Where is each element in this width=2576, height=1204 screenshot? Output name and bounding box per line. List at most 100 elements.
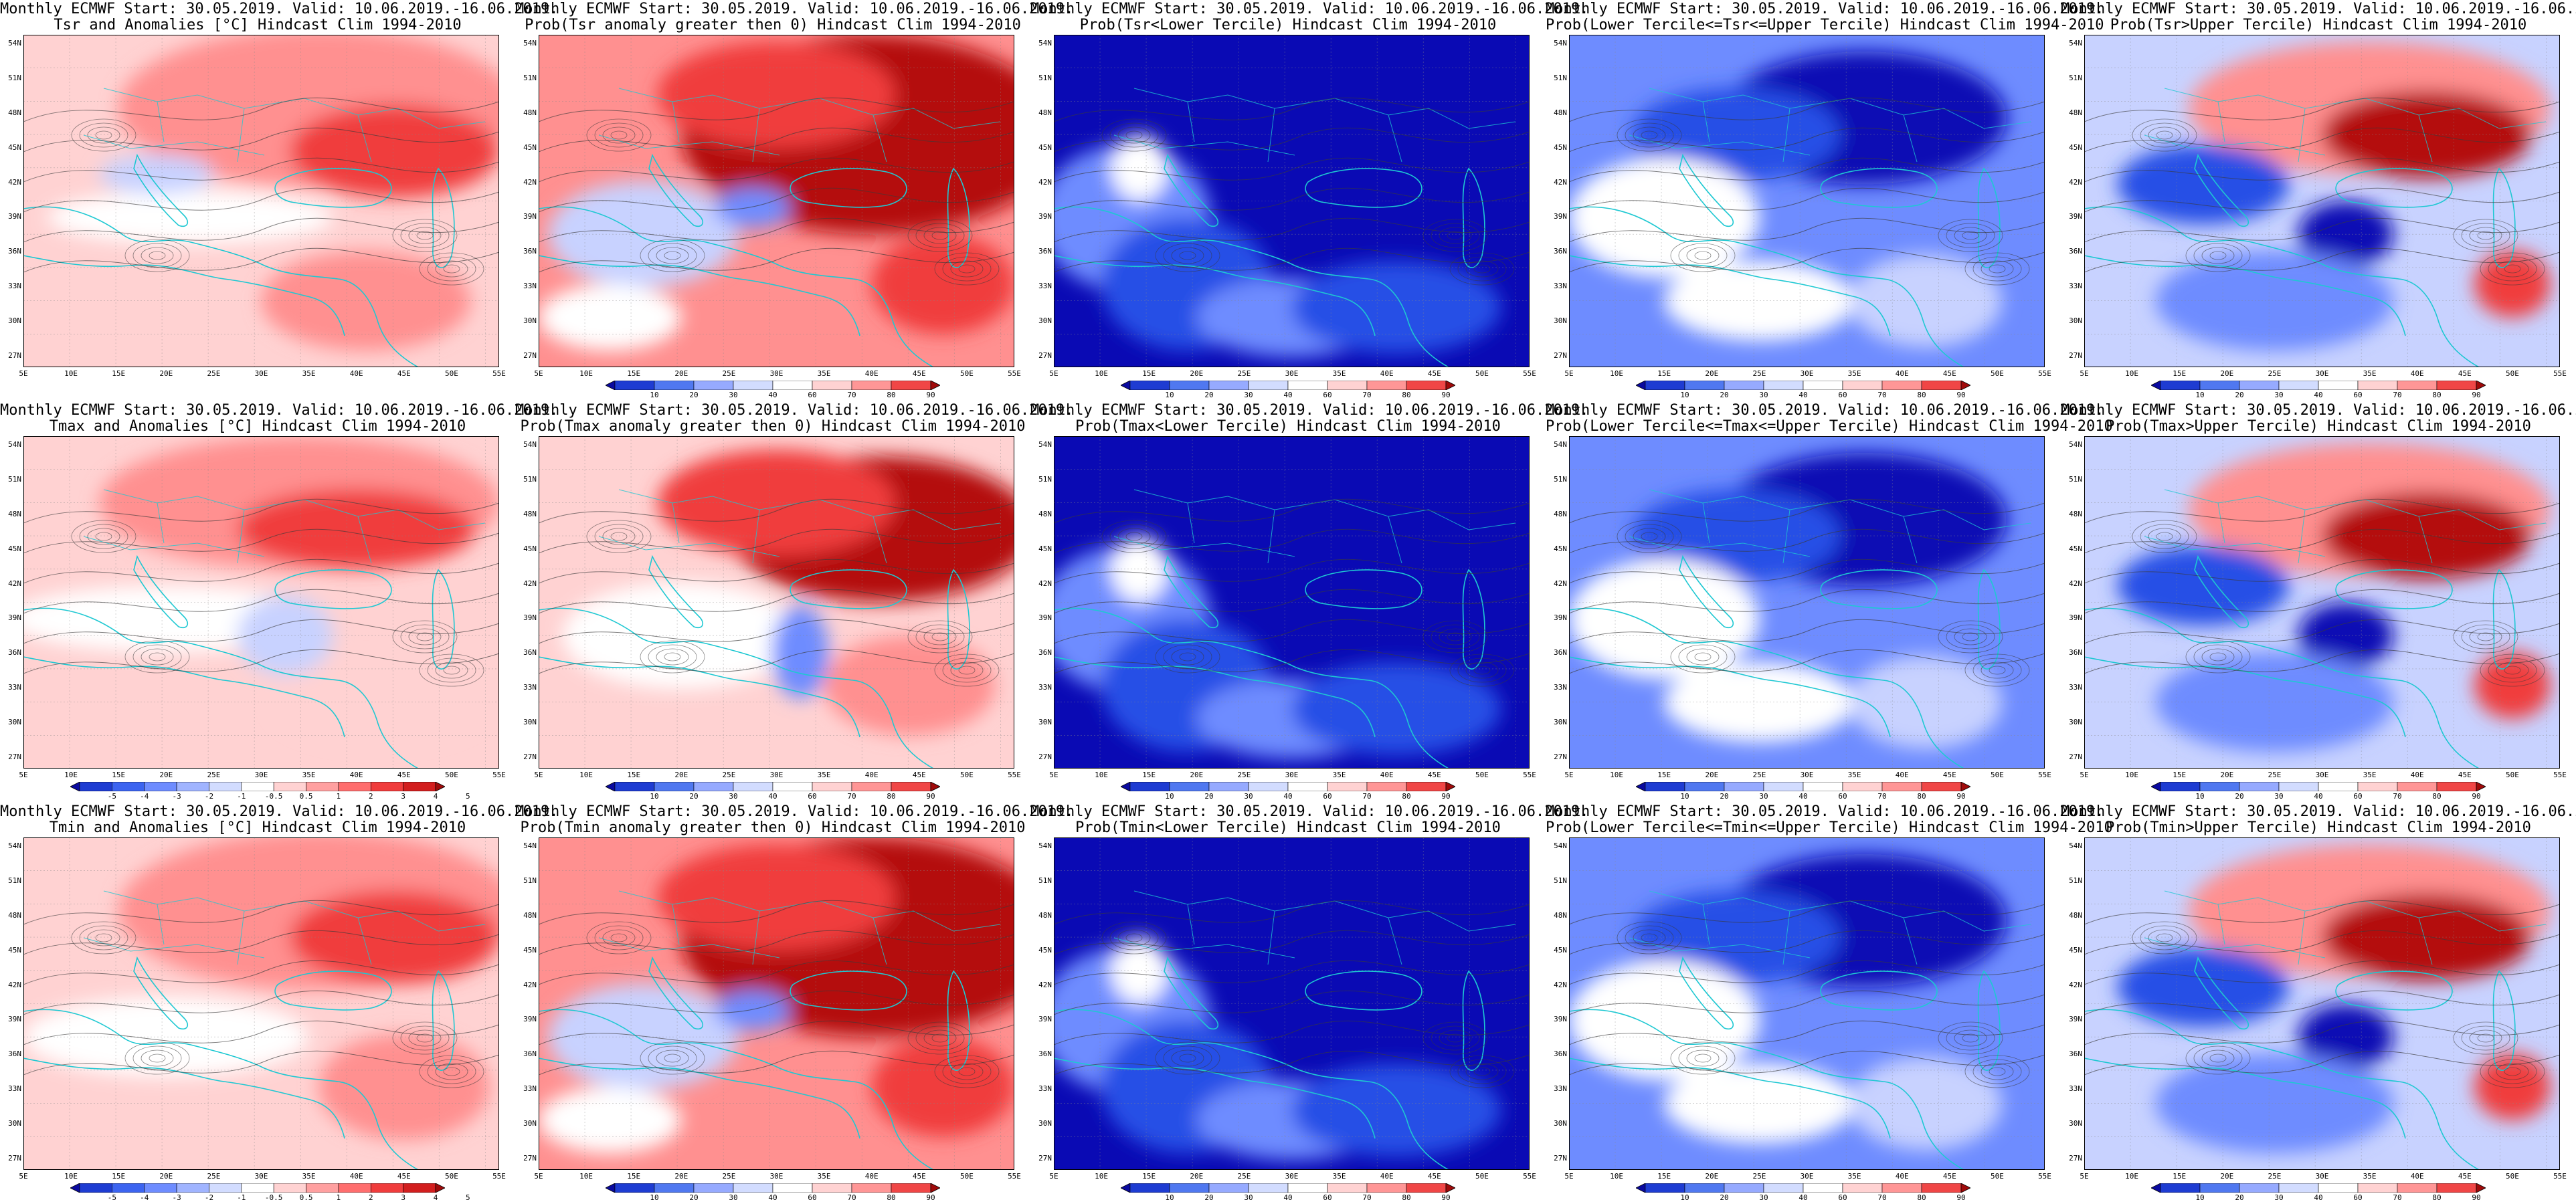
color-bar-swatch [2397,782,2437,791]
latitude-tick-label: 51N [523,474,537,484]
contour-line [1054,1020,1530,1045]
anomaly-region [275,662,485,742]
color-bar-swatch [1327,381,1368,390]
contour-line [1054,960,1530,985]
color-bar-label: 10 [650,1193,659,1202]
color-bar-swatch [1921,381,1962,390]
latitude-tick-label: 30N [2069,1119,2082,1128]
longitude-tick-label: 25E [1752,1172,1766,1181]
longitude-tick-label: 20E [2220,369,2234,378]
contour-line [23,930,499,955]
color-bar-swatch [1921,1183,1962,1193]
contour-line [1054,990,1530,1015]
color-bar-label: 20 [1204,1193,1214,1202]
color-bar-label: 90 [926,1193,935,1202]
color-bar-label: -2 [204,1193,214,1202]
latitude-tick-label: 54N [1554,440,1567,449]
contour-line [539,930,1014,955]
color-bar-label: 90 [2472,391,2481,399]
color-bar-label: 20 [1204,391,1214,399]
latitude-tick-label: 39N [1554,212,1567,221]
color-bar-label: 60 [2353,391,2363,399]
longitude-tick-label: 5E [1564,1172,1574,1181]
panel-subtitle: Prob(Tmax<Lower Tercile) Hindcast Clim 1… [1075,418,1501,435]
coastline [23,206,419,367]
latitude-tick-label: 33N [1038,1084,1052,1094]
color-bar-swatch [772,1183,813,1193]
contour-line [2084,1020,2560,1045]
color-bar-swatch [1724,1183,1764,1193]
color-bar-swatch [654,1183,695,1193]
longitude-tick-label: 5E [534,771,543,779]
color-bar-label: 30 [2274,792,2284,801]
contour-line [23,589,499,614]
color-bar-swatch [772,381,813,390]
latitude-tick-label: 45N [8,945,21,955]
color-bar-label: 30 [1244,391,1253,399]
color-bar-swatch [2436,381,2477,390]
forecast-map [539,35,1014,367]
color-bar-label: 4 [433,1193,438,1202]
color-bar-label: 90 [1441,1193,1451,1202]
longitude-tick-label: 20E [159,369,173,378]
color-bar-label: 40 [1283,1193,1293,1202]
panel-title: Monthly ECMWF Start: 30.05.2019. Valid: … [0,1,559,17]
forecast-map [1569,436,2045,769]
longitude-tick-label: 15E [2173,1172,2187,1181]
contour-line [1569,1050,2045,1076]
coastline [1569,656,1891,738]
color-bar-label: 40 [1283,391,1293,399]
contour-line [23,960,499,985]
color-bar-swatch [273,1183,306,1193]
latitude-tick-label: 30N [1038,316,1052,326]
color-bar-swatch [654,782,695,791]
latitude-tick-label: 42N [1554,177,1567,187]
longitude-tick-label: 5E [1049,1172,1059,1181]
color-bar-swatch [2357,782,2398,791]
contour-line [1569,528,2045,554]
longitude-tick-label: 15E [2173,369,2187,378]
longitude-tick-label: 30E [254,1172,268,1181]
panel-subtitle: Tsr and Anomalies [°C] Hindcast Clim 199… [54,17,462,33]
longitude-tick-label: 20E [674,1172,688,1181]
latitude-tick-label: 45N [1038,945,1052,955]
coastline [2335,971,2453,1011]
color-bar-label: 10 [1165,1193,1174,1202]
anomaly-region [1664,260,1855,341]
latitude-tick-label: 27N [8,1154,21,1163]
forecast-map [2084,436,2560,769]
coastline [1820,569,1938,609]
contour-line [23,649,499,674]
coastline [1305,971,1422,1011]
latitude-tick-label: 51N [1554,73,1567,82]
longitude-tick-label: 5E [534,369,543,378]
latitude-tick-label: 48N [8,509,21,518]
anomaly-region [1849,254,2003,348]
color-bar-label: 70 [1362,1193,1372,1202]
color-bar-label: 40 [2314,792,2323,801]
latitude-tick-label: 54N [523,841,537,850]
coastline [1569,255,1891,336]
latitude-tick-label: 27N [2069,351,2082,360]
latitude-tick-label: 48N [523,509,537,518]
latitude-tick-label: 48N [1038,910,1052,920]
contour-line [1569,247,2045,273]
longitude-tick-label: 45E [2458,771,2472,779]
latitude-tick-label: 27N [523,752,537,761]
color-bar-swatch [733,782,773,791]
longitude-tick-label: 10E [579,771,593,779]
contour-line [1569,498,2045,524]
longitude-tick-label: 55E [1008,771,1021,779]
color-bar-swatch [1248,1183,1289,1193]
color-bar-swatch [614,1183,655,1193]
anomaly-region [657,41,896,148]
color-bar-label: 90 [1441,792,1451,801]
map-panel: Monthly ECMWF Start: 30.05.2019. Valid: … [2061,0,2576,401]
latitude-tick-label: 33N [8,683,21,692]
contour-line [539,1020,1014,1045]
coastline [539,255,860,336]
latitude-tick-label: 51N [523,73,537,82]
color-bar-swatch [1327,782,1368,791]
panel-title: Monthly ECMWF Start: 30.05.2019. Valid: … [1546,803,2104,820]
color-bar-label: -0.5 [264,792,283,801]
